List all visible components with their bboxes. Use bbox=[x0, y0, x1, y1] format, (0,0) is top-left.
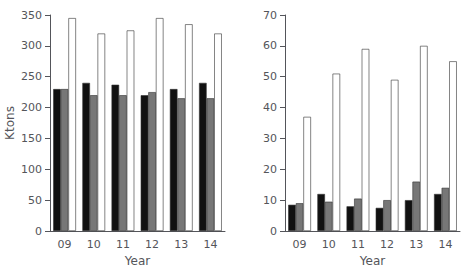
svg-text:50: 50 bbox=[263, 70, 277, 83]
svg-text:Year: Year bbox=[359, 254, 385, 268]
svg-text:0: 0 bbox=[270, 225, 277, 238]
svg-text:Ktons: Ktons bbox=[3, 106, 17, 140]
svg-text:10: 10 bbox=[263, 194, 277, 207]
svg-text:11: 11 bbox=[116, 238, 130, 251]
svg-text:14: 14 bbox=[438, 238, 452, 251]
svg-text:350: 350 bbox=[21, 9, 42, 22]
svg-text:10: 10 bbox=[87, 238, 101, 251]
svg-text:250: 250 bbox=[21, 70, 42, 83]
svg-text:10: 10 bbox=[322, 238, 336, 251]
svg-text:50: 50 bbox=[28, 194, 42, 207]
svg-text:100: 100 bbox=[21, 163, 42, 176]
svg-text:13: 13 bbox=[174, 238, 188, 251]
svg-text:20: 20 bbox=[263, 163, 277, 176]
svg-text:300: 300 bbox=[21, 39, 42, 52]
svg-text:60: 60 bbox=[263, 39, 277, 52]
svg-text:70: 70 bbox=[263, 9, 277, 22]
svg-text:09: 09 bbox=[293, 238, 307, 251]
svg-text:14: 14 bbox=[203, 238, 217, 251]
svg-text:0: 0 bbox=[35, 225, 42, 238]
svg-text:09: 09 bbox=[58, 238, 72, 251]
svg-text:Year: Year bbox=[124, 254, 150, 268]
svg-text:30: 30 bbox=[263, 132, 277, 145]
svg-text:200: 200 bbox=[21, 101, 42, 114]
svg-text:11: 11 bbox=[351, 238, 365, 251]
svg-text:12: 12 bbox=[145, 238, 159, 251]
svg-text:150: 150 bbox=[21, 132, 42, 145]
svg-text:40: 40 bbox=[263, 101, 277, 114]
svg-text:12: 12 bbox=[380, 238, 394, 251]
svg-text:13: 13 bbox=[409, 238, 423, 251]
